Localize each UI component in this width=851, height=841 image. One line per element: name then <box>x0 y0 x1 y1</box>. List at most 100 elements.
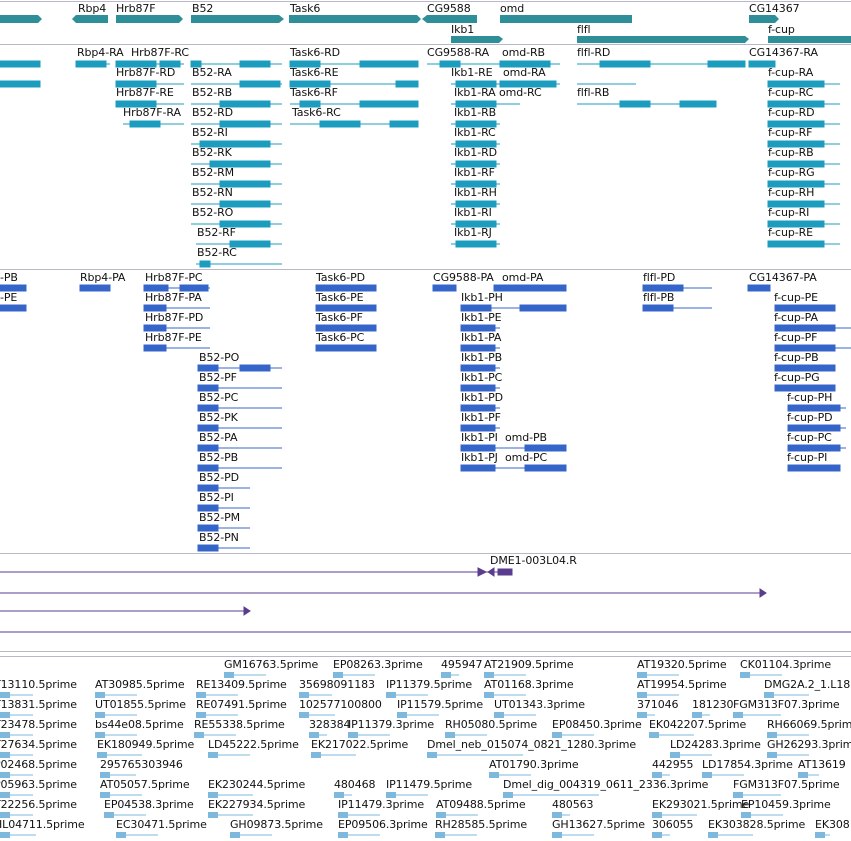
prime-read-feature[interactable] <box>299 692 332 698</box>
transcript-label[interactable]: f-cup-PG <box>774 371 820 384</box>
prime-read-label[interactable]: 371046 <box>637 698 679 711</box>
transcript-label[interactable]: B52-RC <box>197 246 237 259</box>
transcript-label[interactable]: Hrb87F-RD <box>116 66 176 79</box>
prime-read-label[interactable]: 295765303946 <box>100 758 183 771</box>
gene-feature[interactable] <box>0 15 38 23</box>
transcript-label[interactable]: B52-PO <box>199 351 240 364</box>
transcript-label[interactable]: f-cup-RB <box>768 146 814 159</box>
prime-read-feature[interactable] <box>95 732 137 738</box>
prime-read-feature[interactable] <box>100 792 142 798</box>
prime-read-label[interactable]: 480563 <box>552 798 594 811</box>
transcript-label[interactable]: f-cup-RC <box>768 86 814 99</box>
prime-read-feature[interactable] <box>767 752 809 758</box>
prime-read-feature[interactable] <box>552 832 594 838</box>
prime-read-label[interactable]: UT01855.5prime <box>95 698 186 711</box>
prime-read-feature[interactable] <box>0 832 36 838</box>
prime-read-feature[interactable] <box>0 712 33 718</box>
prime-read-feature[interactable] <box>0 792 33 798</box>
gene-feature-cg9588[interactable] <box>427 15 477 23</box>
prime-read-feature[interactable] <box>386 692 428 698</box>
prime-read-feature[interactable] <box>224 672 266 678</box>
prime-read-feature[interactable] <box>637 712 655 718</box>
transcript-label[interactable]: B52-PK <box>199 411 238 424</box>
prime-read-label[interactable]: 480468 <box>334 778 376 791</box>
transcript-label[interactable]: Hrb87F-RC <box>131 46 189 59</box>
prime-read-feature[interactable] <box>333 672 375 678</box>
prime-read-feature[interactable] <box>552 812 570 818</box>
prime-read-label[interactable]: AT09488.5prime <box>436 798 526 811</box>
prime-read-label[interactable]: EK217022.5prime <box>311 738 409 751</box>
prime-read-feature[interactable] <box>441 672 459 678</box>
transcript-label[interactable]: Ikb1-RB <box>454 106 497 119</box>
prime-read-label[interactable]: EP10459.3prime <box>741 798 831 811</box>
prime-read-feature[interactable] <box>348 732 390 738</box>
prime-read-feature[interactable] <box>670 752 712 758</box>
transcript-label[interactable]: f-cup-RA <box>768 66 814 79</box>
prime-read-feature[interactable] <box>0 752 33 758</box>
prime-read-label[interactable]: IP11479.5prime <box>386 778 473 791</box>
prime-read-label[interactable]: 181230 <box>692 698 734 711</box>
prime-read-feature[interactable] <box>97 752 142 758</box>
prime-read-label[interactable]: RH66069.5prime <box>767 718 851 731</box>
prime-read-feature[interactable] <box>503 792 599 798</box>
gene-label[interactable]: B52 <box>192 2 214 15</box>
prime-read-feature[interactable] <box>702 772 744 778</box>
prime-read-feature[interactable] <box>436 812 478 818</box>
transcript-label[interactable]: CG9588-PA <box>433 271 494 284</box>
transcript-label[interactable]: B52-RB <box>192 86 233 99</box>
transcript-label[interactable]: CG14367-PA <box>749 271 817 284</box>
prime-read-label[interactable]: EP08450.3prime <box>552 718 642 731</box>
prime-read-label[interactable]: RE55338.5prime <box>194 718 285 731</box>
transcript-label[interactable]: Ikb1-RE <box>451 66 493 79</box>
prime-read-label[interactable]: Dmel_dig_004319_0611_2336.3prime <box>503 778 709 791</box>
transcript-label[interactable]: Ikb1-PH <box>461 291 503 304</box>
transcript-label[interactable]: B52-RA <box>192 66 232 79</box>
prime-read-label[interactable]: AT30985.5prime <box>95 678 185 691</box>
transcript-label[interactable]: f-cup-PC <box>787 431 832 444</box>
prime-read-feature[interactable] <box>397 712 439 718</box>
transcript-label[interactable]: CG14367-RA <box>749 46 818 59</box>
prime-read-feature[interactable] <box>798 772 819 778</box>
prime-read-feature[interactable] <box>208 812 253 818</box>
prime-read-label[interactable]: EK227934.5prime <box>208 798 306 811</box>
transcript-label[interactable]: f-cup-PD <box>787 411 833 424</box>
prime-read-feature[interactable] <box>0 812 33 818</box>
transcript-label[interactable]: Task6-PC <box>316 331 365 344</box>
transcript-label[interactable]: B52-PI <box>199 491 234 504</box>
transcript-label[interactable]: omd-PB <box>505 431 547 444</box>
prime-read-label[interactable]: EP08263.3prime <box>333 658 423 671</box>
gene-label[interactable]: CG14367 <box>749 2 800 15</box>
prime-read-label[interactable]: EK230244.5prime <box>208 778 306 791</box>
prime-read-feature[interactable] <box>767 732 809 738</box>
prime-read-feature[interactable] <box>299 712 335 718</box>
prime-read-label[interactable]: LD17854.3prime <box>702 758 793 771</box>
gene-feature-cg14367[interactable] <box>749 15 775 23</box>
gene-feature-f-cup[interactable] <box>768 36 851 43</box>
prime-read-feature[interactable] <box>334 792 352 798</box>
prime-read-feature[interactable] <box>637 672 679 678</box>
prime-read-label[interactable]: IP11379.5prime <box>386 678 473 691</box>
transcript-label[interactable]: B52-RI <box>192 126 228 139</box>
prime-read-label[interactable]: AT21909.5prime <box>484 658 574 671</box>
prime-read-feature[interactable] <box>708 832 753 838</box>
transcript-label[interactable]: f-cup-PF <box>774 331 818 344</box>
prime-read-label[interactable]: T13831.5prime <box>0 698 77 711</box>
transcript-label[interactable]: Ikb1-RI <box>454 206 492 219</box>
prime-read-label[interactable]: AT19954.5prime <box>637 678 727 691</box>
prime-read-feature[interactable] <box>208 792 253 798</box>
transcript-label[interactable]: B52-RD <box>192 106 234 119</box>
prime-read-label[interactable]: GM16763.5prime <box>224 658 319 671</box>
transcript-label[interactable]: f-cup-PB <box>774 351 819 364</box>
prime-read-label[interactable]: AT01168.3prime <box>484 678 574 691</box>
prime-read-feature[interactable] <box>386 792 428 798</box>
prime-read-label[interactable]: GH13627.5prime <box>552 818 645 831</box>
transcript-label[interactable]: f-cup-PI <box>787 451 828 464</box>
transcript-label[interactable]: flfl-RD <box>577 46 611 59</box>
prime-read-label[interactable]: AT01790.3prime <box>489 758 579 771</box>
prime-read-feature[interactable] <box>196 692 238 698</box>
transcript-label[interactable]: Ikb1-RF <box>454 166 495 179</box>
transcript-label[interactable]: Ikb1-PI <box>461 431 498 444</box>
transcript-label[interactable]: B52-RN <box>192 186 233 199</box>
gene-label[interactable]: Ikb1 <box>451 23 475 36</box>
prime-read-label[interactable]: UT01343.3prime <box>494 698 585 711</box>
